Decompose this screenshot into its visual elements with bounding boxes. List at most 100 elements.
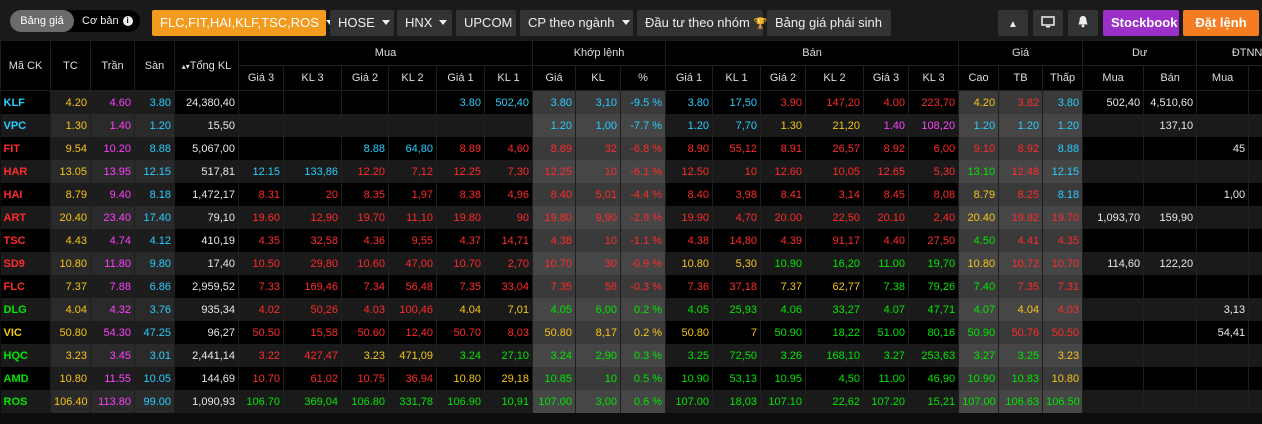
sub-col-3[interactable]: KL 2	[388, 65, 437, 91]
stock-code[interactable]: HQC	[0, 344, 51, 367]
sub-col-19[interactable]: Bán	[1143, 65, 1198, 91]
upcom-tab[interactable]: UPCOM	[456, 10, 516, 36]
cell-kl-3: 32,58	[283, 229, 342, 252]
hnx-dropdown[interactable]: HNX	[397, 10, 452, 36]
cell-pct: -0.9 %	[620, 252, 667, 275]
col-floor[interactable]: Sàn	[134, 40, 175, 91]
stock-code[interactable]: HAR	[0, 160, 51, 183]
total-volume: 2,959,52	[174, 275, 239, 298]
hose-dropdown[interactable]: HOSE	[330, 10, 394, 36]
total-volume: 79,10	[174, 206, 239, 229]
sub-col-17[interactable]: Thấp	[1042, 65, 1084, 91]
cell-kl: 2,90	[575, 344, 621, 367]
cell-giá-1: 50.80	[665, 321, 714, 344]
fullscreen-button[interactable]	[1033, 10, 1063, 36]
cell-bán	[1143, 183, 1198, 206]
stock-code[interactable]: VPC	[0, 114, 51, 137]
table-row[interactable]: VIC 50.80 54.30 47.25 96,27 50.50 15,58 50.60 12…	[0, 321, 1262, 344]
sub-col-12[interactable]: KL 2	[805, 65, 865, 91]
col-ceil[interactable]: Trần	[90, 40, 135, 91]
sub-col-14[interactable]: KL 3	[908, 65, 960, 91]
stock-code[interactable]: VIC	[0, 321, 51, 344]
invest-group-tab[interactable]: Đầu tư theo nhóm 🏆	[637, 10, 767, 36]
stock-code[interactable]: DLG	[0, 298, 51, 321]
place-order-button[interactable]: Đặt lệnh	[1183, 10, 1259, 36]
stock-code[interactable]: AMD	[0, 367, 51, 390]
table-row[interactable]: ROS 106.40 113.80 99.00 1,090,93 106.70 369,04…	[0, 390, 1262, 413]
cell-bán	[1143, 298, 1198, 321]
stockbook-button[interactable]: Stockbook	[1103, 10, 1179, 36]
sub-col-10[interactable]: KL 1	[712, 65, 762, 91]
notification-button[interactable]	[1068, 10, 1098, 36]
cell-giá-1: 106.90	[436, 390, 485, 413]
table-row[interactable]: TSC 4.43 4.74 4.12 410,19 4.35 32,58 4.36 9,55 4.…	[0, 229, 1262, 252]
col-ref[interactable]: TC	[50, 40, 91, 91]
cell-kl-2	[388, 114, 437, 137]
cell-mua	[1196, 390, 1250, 413]
table-row[interactable]: HAI 8.79 9.40 8.18 1,472,17 8.31 20 8.35 1,97 8.3…	[0, 183, 1262, 206]
table-row[interactable]: ART 20.40 23.40 17.40 79,10 19.60 12,90 19.70 11…	[0, 206, 1262, 229]
toggle-price-board[interactable]: Bảng giá	[10, 10, 74, 32]
table-row[interactable]: FIT 9.54 10.20 8.88 5,067,00 8.88 64,80 8.89 4,6…	[0, 137, 1262, 160]
ref-price: 10.80	[50, 252, 91, 275]
cell-giá-1: 1.20	[665, 114, 714, 137]
sub-col-5[interactable]: KL 1	[484, 65, 533, 91]
table-row[interactable]: HQC 3.23 3.45 3.01 2,441,14 3.22 427,47 3.23 471…	[0, 344, 1262, 367]
cell-kl-3: 79,26	[908, 275, 960, 298]
group-buy: Mua	[238, 40, 533, 66]
cell-bán	[1248, 275, 1262, 298]
sub-col-18[interactable]: Mua	[1082, 65, 1145, 91]
sub-col-1[interactable]: KL 3	[283, 65, 342, 91]
sub-col-11[interactable]: Giá 2	[760, 65, 807, 91]
sub-col-2[interactable]: Giá 2	[341, 65, 389, 91]
derivative-tab[interactable]: Bảng giá phái sinh	[767, 10, 891, 36]
col-code[interactable]: Mã CK	[0, 40, 51, 91]
info-icon[interactable]: i	[122, 16, 133, 26]
cell-giá-2: 3.26	[760, 344, 807, 367]
cell-kl-2: 4,50	[805, 367, 865, 390]
sub-col-7[interactable]: KL	[575, 65, 621, 91]
sub-col-16[interactable]: TB	[998, 65, 1044, 91]
toggle-basic[interactable]: Cơ bản i	[82, 10, 133, 32]
watchlist-dropdown[interactable]: FLC,FIT,HAI,KLF,TSC,ROS	[152, 10, 334, 36]
cell-kl-2: 10,05	[805, 160, 865, 183]
col-total-volume[interactable]: ▴▾Tổng KL	[174, 40, 239, 91]
cell-bán	[1143, 344, 1198, 367]
table-row[interactable]: VPC 1.30 1.40 1.20 15,50 1.20 1,00 -7.7 % 1.20 7,…	[0, 114, 1262, 137]
sub-col-20[interactable]: Mua	[1196, 65, 1250, 91]
cell-tb: 3.25	[998, 344, 1044, 367]
cell-pct: 0.3 %	[620, 344, 667, 367]
sub-col-21[interactable]: Bán	[1248, 65, 1262, 91]
stock-code[interactable]: HAI	[0, 183, 51, 206]
ceil-price: 54.30	[90, 321, 135, 344]
sub-col-4[interactable]: Giá 1	[436, 65, 485, 91]
cell-giá-2: 3.23	[341, 344, 389, 367]
stock-code[interactable]: FLC	[0, 275, 51, 298]
table-row[interactable]: AMD 10.80 11.55 10.05 144,69 10.70 61,02 10.75 3…	[0, 367, 1262, 390]
table-row[interactable]: FLC 7.37 7.88 6.86 2,959,52 7.33 169,46 7.34 56,…	[0, 275, 1262, 298]
collapse-button[interactable]: ▲	[998, 10, 1028, 36]
stock-code[interactable]: FIT	[0, 137, 51, 160]
stock-code[interactable]: ROS	[0, 390, 51, 413]
sector-dropdown[interactable]: CP theo ngành	[520, 10, 633, 36]
ceil-price: 11.55	[90, 367, 135, 390]
table-row[interactable]: HAR 13.05 13.95 12.15 517,81 12.15 133,86 12.20…	[0, 160, 1262, 183]
table-row[interactable]: KLF 4.20 4.60 3.80 24,380,40 3.80 502,40 3.80 3,…	[0, 90, 1262, 114]
stock-code[interactable]: TSC	[0, 229, 51, 252]
cell-kl-1: 3,98	[712, 183, 762, 206]
table-row[interactable]: SD9 10.80 11.80 9.80 17,40 10.50 29,80 10.60 47,…	[0, 252, 1262, 275]
cell-mua	[1082, 160, 1145, 183]
sub-col-15[interactable]: Cao	[958, 65, 1000, 91]
sub-col-6[interactable]: Giá	[532, 65, 576, 91]
sub-col-8[interactable]: %	[619, 65, 667, 91]
cell-kl-3: 46,90	[908, 367, 960, 390]
stock-code[interactable]: SD9	[0, 252, 51, 275]
view-toggle[interactable]: Bảng giá Cơ bản i	[10, 10, 140, 32]
sub-col-0[interactable]: Giá 3	[238, 65, 284, 91]
stock-code[interactable]: ART	[0, 206, 51, 229]
cell-kl-3: 29,80	[283, 252, 342, 275]
table-row[interactable]: DLG 4.04 4.32 3.76 935,34 4.02 50,26 4.03 100,46…	[0, 298, 1262, 321]
stock-code[interactable]: KLF	[0, 90, 51, 114]
sub-col-13[interactable]: Giá 3	[863, 65, 910, 91]
sub-col-9[interactable]: Giá 1	[665, 65, 714, 91]
